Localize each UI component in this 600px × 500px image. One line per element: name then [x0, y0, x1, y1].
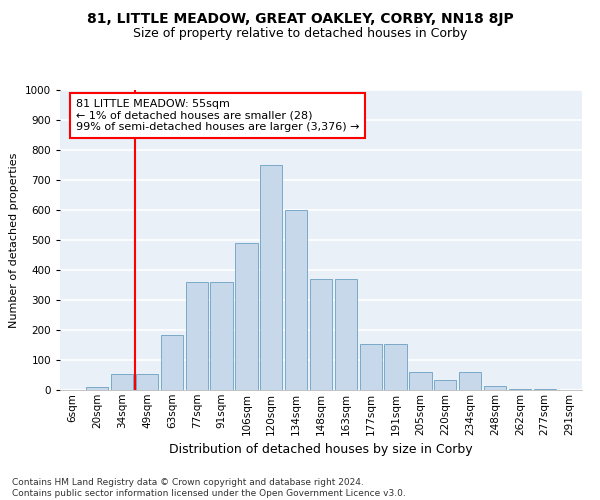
Bar [161, 334, 183, 390]
Bar [185, 282, 208, 390]
Bar [285, 210, 307, 390]
Bar [260, 165, 283, 390]
Bar [235, 243, 257, 390]
X-axis label: Distribution of detached houses by size in Corby: Distribution of detached houses by size … [169, 443, 473, 456]
Bar [509, 388, 531, 390]
Bar [86, 387, 109, 390]
Bar [111, 374, 133, 390]
Text: Contains HM Land Registry data © Crown copyright and database right 2024.
Contai: Contains HM Land Registry data © Crown c… [12, 478, 406, 498]
Bar [136, 374, 158, 390]
Bar [434, 380, 457, 390]
Bar [533, 388, 556, 390]
Bar [335, 279, 357, 390]
Bar [385, 344, 407, 390]
Bar [359, 344, 382, 390]
Text: Size of property relative to detached houses in Corby: Size of property relative to detached ho… [133, 28, 467, 40]
Bar [484, 386, 506, 390]
Bar [310, 279, 332, 390]
Text: 81, LITTLE MEADOW, GREAT OAKLEY, CORBY, NN18 8JP: 81, LITTLE MEADOW, GREAT OAKLEY, CORBY, … [86, 12, 514, 26]
Text: 81 LITTLE MEADOW: 55sqm
← 1% of detached houses are smaller (28)
99% of semi-det: 81 LITTLE MEADOW: 55sqm ← 1% of detached… [76, 99, 359, 132]
Y-axis label: Number of detached properties: Number of detached properties [9, 152, 19, 328]
Bar [211, 282, 233, 390]
Bar [459, 372, 481, 390]
Bar [409, 372, 431, 390]
